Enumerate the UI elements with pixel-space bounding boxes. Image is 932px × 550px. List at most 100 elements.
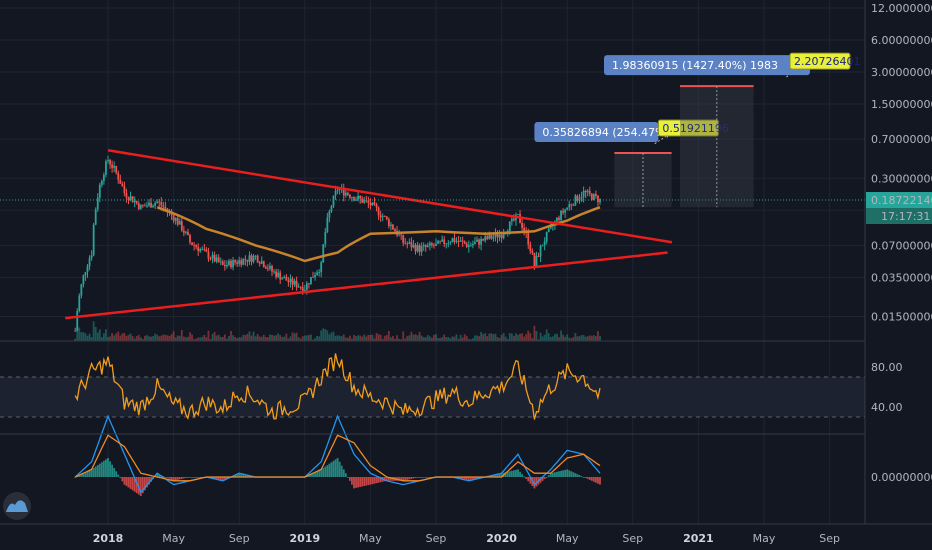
volume-bar [330,332,333,341]
macd-pane[interactable] [74,414,601,496]
candle-body [291,278,294,285]
measure-box-1[interactable]: 0.35826894 (254.47%) 0.51921196 [534,119,729,208]
candle-body [254,255,257,257]
lower-trendline[interactable] [65,251,668,320]
macd-histogram-bar [324,466,327,477]
volume-bar [508,332,511,341]
volume-bar [318,336,321,341]
candle-body [98,184,101,198]
volume-bar [201,336,204,341]
time-axis[interactable]: 2018 May Sep 2019 May Sep 2020 May Sep 2021 May Sep [93,532,840,545]
candle-body [488,234,491,239]
candle-body [371,202,374,206]
candle-body [115,165,118,173]
volume-bar [133,338,136,341]
macd-axis[interactable]: 0.00000000 [871,471,932,484]
macd-histogram-bar [90,469,93,477]
volume-bar [355,336,357,341]
candle-body [400,234,403,236]
volume-bar [580,335,583,341]
price-tick-label: 0.07000000 [871,239,932,252]
volume-bar [160,335,163,341]
volume-bar [248,331,251,341]
macd-histogram-bar [113,467,116,477]
candle-body [586,190,589,193]
volume-bar [496,337,499,341]
candle-body [105,161,107,175]
macd-histogram-bar [215,477,218,480]
candle-body [256,255,259,263]
volume-bar [387,331,390,341]
time-tick-label: May [556,532,579,545]
volume-bar [236,338,239,341]
candle-body [455,240,458,242]
price-axis[interactable]: 12.00000000 6.00000000 3.00000000 1.5000000… [871,2,932,324]
candle-body [230,260,232,268]
price-pane[interactable]: 0.35826894 (254.47%) 0.51921196 1.983609… [0,52,865,341]
candle-body [381,216,384,218]
candle-body [580,196,583,199]
macd-histogram-bar [353,477,355,489]
candle-body [215,257,218,262]
candle-body [428,243,431,246]
candle-body [232,260,234,268]
candle-body [310,276,312,285]
candle-body [422,245,425,247]
macd-histogram-bar [469,477,472,481]
macd-histogram-bar [365,477,368,486]
tradingview-logo-icon[interactable] [3,492,31,520]
candle-body [252,256,255,262]
candle-body [588,190,591,194]
volume-bar [449,338,452,341]
volume-bar [566,334,569,341]
volume-bar [433,334,435,341]
volume-bar [554,334,556,341]
volume-bar [291,332,294,341]
volume-bar [510,333,513,341]
volume-bar [230,331,232,341]
candle-body [182,230,185,233]
volume-bar [312,339,314,341]
macd-histogram-bar [467,477,470,481]
volume-bar [515,333,517,341]
volume-bar [262,334,265,341]
candle-body [207,251,210,259]
candle-body [480,238,482,245]
volume-bars [74,321,601,341]
volume-bar [185,337,187,341]
moving-average-line [156,206,601,263]
candle-body [357,195,359,200]
candle-body [482,238,485,241]
volume-bar [545,329,548,341]
candle-body [162,205,165,207]
candle-body [431,243,433,246]
volume-bar [383,335,386,341]
volume-bar [494,333,497,341]
volume-bar [595,336,597,341]
candle-body [562,211,564,213]
volume-bar [513,336,515,341]
candle-body [195,245,198,248]
rsi-pane[interactable] [0,353,865,421]
rsi-axis[interactable]: 80.00 40.00 [871,361,903,414]
candle-body [258,262,261,264]
volume-bar [455,334,458,341]
candle-body [158,201,161,203]
candle-body [513,218,515,221]
candle-body [385,216,388,220]
candle-body [414,244,417,252]
candle-body [236,262,239,264]
volume-bar [564,336,567,341]
candle-body [332,195,335,207]
upper-trendline[interactable] [107,149,673,244]
macd-histogram-bar [404,477,407,481]
candle-body [353,197,355,201]
time-tick-label: 2020 [486,532,517,545]
volume-bar [541,336,544,341]
candle-body [172,214,175,221]
candle-body [234,260,236,263]
price-tick-label: 0.03500000 [871,271,932,284]
measure-box-2[interactable]: 1.98360915 (1427.40%) 1983 2.20726401 [604,52,860,208]
volume-bar [176,335,179,341]
volume-bar [551,336,554,341]
